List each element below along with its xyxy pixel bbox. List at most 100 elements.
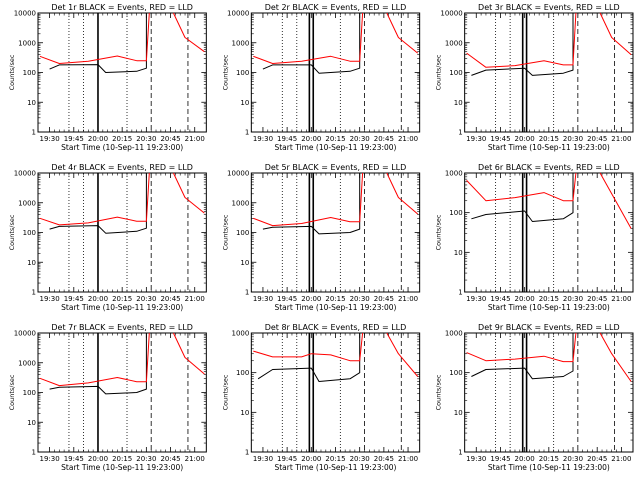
y-tick-label: 100 bbox=[449, 369, 462, 377]
x-tick-label: 20:15 bbox=[112, 135, 132, 143]
series-line-2 bbox=[39, 12, 150, 64]
series-line-3 bbox=[386, 12, 419, 54]
y-tick-label: 10 bbox=[454, 409, 463, 417]
x-axis-label: Start Time (10-Sep-11 19:23:00) bbox=[61, 143, 183, 152]
y-axis-label: Counts/sec bbox=[435, 214, 443, 250]
chart-title: Det 6r BLACK = Events, RED = LLD bbox=[478, 163, 620, 172]
x-tick-label: 19:45 bbox=[64, 455, 84, 463]
plot-frame bbox=[37, 332, 207, 453]
y-tick-label: 100 bbox=[23, 389, 36, 397]
y-tick-label: 10000 bbox=[14, 170, 36, 178]
series-line-1 bbox=[471, 173, 574, 222]
series-line-1 bbox=[257, 333, 361, 382]
series-line-2 bbox=[253, 12, 364, 64]
series-line-1 bbox=[49, 13, 147, 73]
plot-frame bbox=[250, 172, 421, 293]
y-tick-label: 10 bbox=[240, 99, 249, 107]
chart-panel-7: Det 7r BLACK = Events, RED = LLD 1 10 100 10… bbox=[8, 323, 207, 472]
plot-frame bbox=[464, 172, 634, 293]
x-tick-label: 20:45 bbox=[587, 295, 607, 303]
y-tick-label: 1000 bbox=[445, 39, 463, 47]
x-tick-label: 19:30 bbox=[466, 295, 486, 303]
x-tick-label: 19:30 bbox=[40, 455, 60, 463]
x-tick-label: 19:30 bbox=[253, 135, 273, 143]
y-tick-label: 1 bbox=[32, 129, 36, 137]
x-tick-label: 19:45 bbox=[490, 295, 510, 303]
x-axis-label: Start Time (10-Sep-11 19:23:00) bbox=[488, 143, 610, 152]
plot-frame bbox=[464, 12, 634, 133]
x-tick-label: 19:30 bbox=[253, 295, 273, 303]
y-tick-label: 100 bbox=[449, 69, 462, 77]
x-tick-label: 20:15 bbox=[325, 135, 345, 143]
x-tick-label: 20:30 bbox=[563, 455, 583, 463]
x-tick-label: 20:15 bbox=[325, 295, 345, 303]
x-tick-label: 20:45 bbox=[374, 455, 394, 463]
y-tick-label: 10 bbox=[27, 419, 36, 427]
y-tick-label: 1000 bbox=[18, 199, 36, 207]
y-tick-label: 1 bbox=[458, 449, 462, 457]
x-tick-label: 21:00 bbox=[611, 455, 631, 463]
x-tick-label: 20:00 bbox=[301, 295, 321, 303]
x-axis-label: Start Time (10-Sep-11 19:23:00) bbox=[488, 303, 610, 312]
x-tick-label: 20:00 bbox=[88, 295, 108, 303]
series-line-3 bbox=[386, 332, 419, 377]
y-tick-label: 10000 bbox=[440, 10, 462, 18]
x-tick-label: 20:45 bbox=[160, 455, 180, 463]
chart-panel-5: Det 5r BLACK = Events, RED = LLD 1 10 100 10… bbox=[221, 163, 421, 312]
plot-frame bbox=[464, 332, 634, 453]
y-axis-label: Counts/sec bbox=[221, 54, 229, 90]
x-tick-label: 21:00 bbox=[398, 295, 418, 303]
x-tick-label: 19:45 bbox=[490, 135, 510, 143]
y-tick-label: 1 bbox=[245, 449, 249, 457]
x-tick-label: 20:30 bbox=[350, 295, 370, 303]
y-tick-label: 100 bbox=[23, 229, 36, 237]
x-axis-label: Start Time (10-Sep-11 19:23:00) bbox=[61, 463, 183, 472]
y-tick-label: 1000 bbox=[232, 199, 250, 207]
x-tick-label: 20:30 bbox=[136, 135, 156, 143]
chart-title: Det 7r BLACK = Events, RED = LLD bbox=[51, 323, 193, 332]
x-tick-label: 20:15 bbox=[539, 135, 559, 143]
y-tick-label: 1 bbox=[245, 289, 249, 297]
series-line-3 bbox=[172, 332, 205, 375]
y-tick-label: 1 bbox=[32, 289, 36, 297]
series-line-2 bbox=[39, 332, 150, 387]
y-axis-label: Counts/sec bbox=[8, 374, 16, 410]
chart-panel-9: Det 9r BLACK = Events, RED = LLD 1 10 100 10… bbox=[435, 323, 634, 472]
x-axis-label: Start Time (10-Sep-11 19:23:00) bbox=[61, 303, 183, 312]
y-tick-label: 10000 bbox=[14, 330, 36, 338]
series-line-1 bbox=[262, 13, 361, 74]
y-tick-label: 1000 bbox=[445, 170, 463, 178]
x-axis-label: Start Time (10-Sep-11 19:23:00) bbox=[274, 303, 396, 312]
chart-panel-3: Det 3r BLACK = Events, RED = LLD 1 10 100 10… bbox=[435, 3, 634, 152]
y-tick-label: 10000 bbox=[14, 10, 36, 18]
chart-title: Det 3r BLACK = Events, RED = LLD bbox=[478, 3, 620, 12]
x-tick-label: 20:00 bbox=[515, 295, 535, 303]
x-tick-label: 21:00 bbox=[185, 135, 205, 143]
series-line-3 bbox=[599, 12, 632, 55]
x-tick-label: 19:45 bbox=[490, 455, 510, 463]
y-tick-label: 1000 bbox=[232, 330, 250, 338]
series-line-1 bbox=[49, 173, 147, 234]
x-tick-label: 20:45 bbox=[587, 455, 607, 463]
x-tick-label: 20:00 bbox=[88, 455, 108, 463]
y-tick-label: 100 bbox=[236, 229, 249, 237]
x-tick-label: 20:45 bbox=[374, 135, 394, 143]
series-line-1 bbox=[262, 173, 361, 235]
series-line-3 bbox=[599, 172, 632, 229]
x-tick-label: 20:30 bbox=[350, 135, 370, 143]
x-tick-label: 19:30 bbox=[40, 135, 60, 143]
y-axis-label: Counts/sec bbox=[8, 214, 16, 250]
x-tick-label: 20:00 bbox=[515, 135, 535, 143]
y-axis-label: Counts/sec bbox=[435, 374, 443, 410]
series-line-3 bbox=[172, 12, 205, 53]
chart-title: Det 2r BLACK = Events, RED = LLD bbox=[265, 3, 407, 12]
x-tick-label: 20:00 bbox=[301, 135, 321, 143]
chart-title: Det 9r BLACK = Events, RED = LLD bbox=[478, 323, 620, 332]
x-tick-label: 19:30 bbox=[466, 135, 486, 143]
x-axis-label: Start Time (10-Sep-11 19:23:00) bbox=[488, 463, 610, 472]
x-tick-label: 20:15 bbox=[539, 455, 559, 463]
x-tick-label: 19:30 bbox=[253, 455, 273, 463]
x-tick-label: 20:45 bbox=[160, 135, 180, 143]
x-tick-label: 19:45 bbox=[277, 295, 297, 303]
